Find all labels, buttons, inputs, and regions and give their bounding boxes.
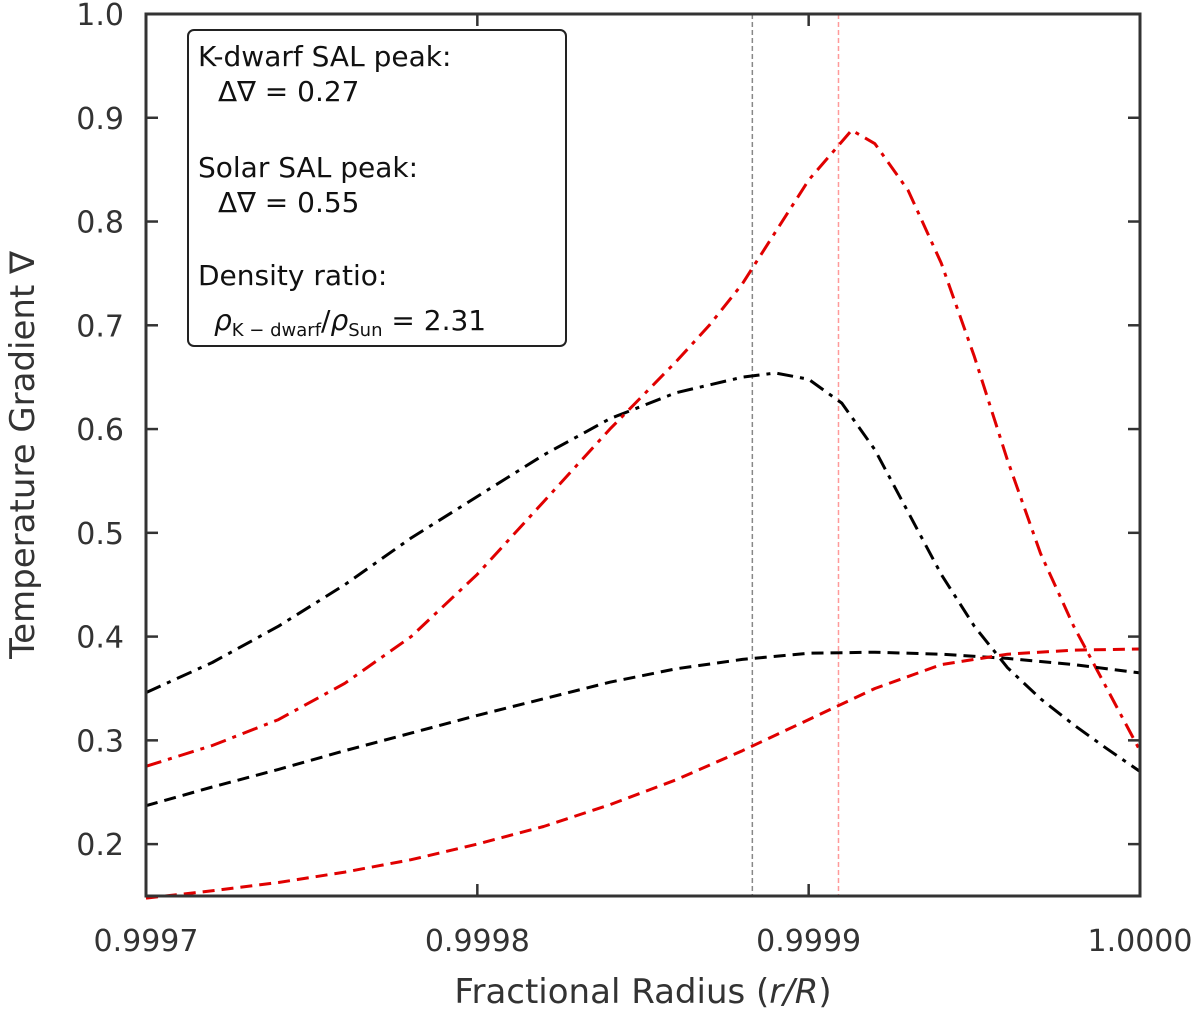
- density-ratio-value: ρK − dwarf/ρSun = 2.31: [214, 304, 486, 341]
- annotation-box: K-dwarf SAL peak: Δ∇ = 0.27 Solar SAL pe…: [187, 29, 567, 347]
- y-axis-title: Temperature Gradient ∇: [3, 251, 43, 660]
- y-tick-label: 0.9: [76, 102, 124, 137]
- y-tick-label: 0.3: [76, 724, 124, 759]
- y-tick-label: 0.4: [76, 621, 124, 656]
- x-axis-title-suffix: ): [818, 972, 831, 1012]
- y-tick-label: 0.5: [76, 517, 124, 552]
- series-solar-dashdot: [145, 128, 1142, 768]
- series-group: [145, 128, 1142, 900]
- rho-symbol-2: ρ: [330, 304, 348, 337]
- solar-sal-label: Solar SAL peak:: [198, 151, 418, 184]
- x-tick-label: 0.9998: [425, 924, 530, 959]
- kdwarf-sal-label: K-dwarf SAL peak:: [198, 40, 451, 73]
- x-tick-label: 0.9997: [94, 924, 199, 959]
- x-axis-title-prefix: Fractional Radius (: [454, 972, 769, 1012]
- tick-labels: 0.9997 0.9998 0.9999 1.0000 0.2 0.3 0.4 0.5 0.6 0…: [76, 0, 1192, 959]
- y-tick-label: 0.6: [76, 413, 124, 448]
- y-tick-label: 0.2: [76, 828, 124, 863]
- x-axis-title-variable: r/R: [769, 972, 818, 1012]
- x-axis-title: Fractional Radius (r/R): [454, 972, 831, 1012]
- density-ratio-label: Density ratio:: [198, 259, 387, 292]
- series-kdwarf-dashed: [145, 650, 1141, 808]
- y-tick-label: 0.8: [76, 206, 124, 241]
- y-tick-label: 0.7: [76, 309, 124, 344]
- y-tick-label: 1.0: [76, 0, 124, 33]
- rho-symbol-1: ρ: [214, 304, 232, 337]
- peak-marker-lines: [751, 14, 840, 896]
- kdwarf-sal-value: Δ∇ = 0.27: [218, 75, 360, 108]
- rho-subscript-sun: Sun: [348, 320, 382, 341]
- x-tick-label: 0.9999: [756, 924, 861, 959]
- ratio-slash: /: [321, 304, 331, 337]
- rho-subscript-kdwarf: K − dwarf: [232, 320, 322, 341]
- ratio-value: = 2.31: [383, 304, 487, 337]
- annotation-box-frame: [187, 29, 567, 347]
- solar-sal-value: Δ∇ = 0.55: [218, 186, 360, 219]
- x-tick-label: 1.0000: [1088, 924, 1193, 959]
- plot-frame: [144, 12, 1142, 898]
- series-kdwarf-dashdot: [145, 371, 1141, 773]
